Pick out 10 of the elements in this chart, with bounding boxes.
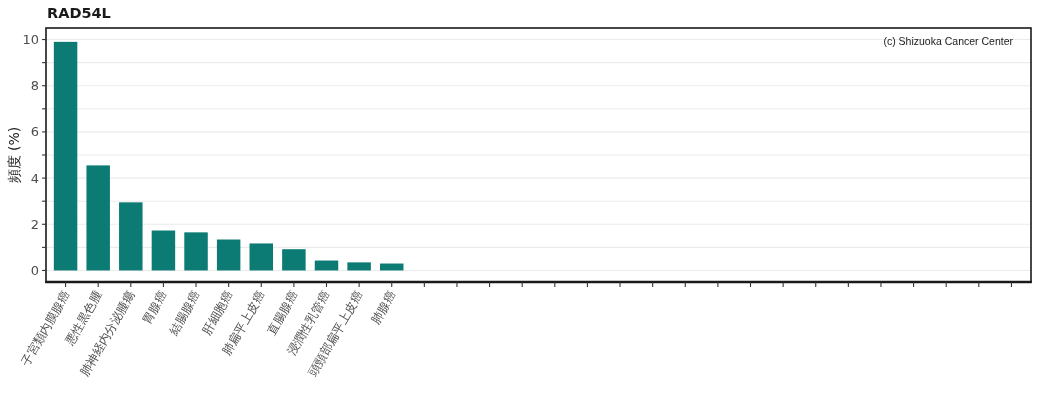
- y-tick-label: 4: [30, 170, 39, 186]
- y-tick-label: 0: [30, 262, 39, 278]
- y-tick-label: 2: [30, 216, 39, 232]
- y-tick-label: 10: [22, 32, 39, 48]
- y-axis-title: 頻度 (%): [6, 126, 22, 184]
- annotation: (c) Shizuoka Cancer Center: [883, 35, 1014, 47]
- y-tick-label: 6: [30, 124, 39, 140]
- x-tick-label: 肺腺癌: [368, 288, 399, 327]
- y-tick-label: 8: [30, 78, 39, 94]
- chart-title: RAD54L: [47, 5, 111, 21]
